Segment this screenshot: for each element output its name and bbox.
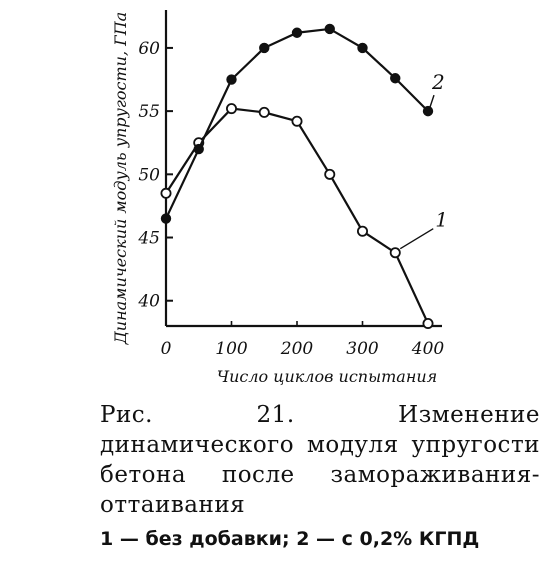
caption-legend: 1 — без добавки; 2 — с 0,2% КГПД [100, 528, 480, 550]
y-tick-label: 45 [137, 229, 160, 249]
series-1-point [258, 106, 270, 118]
x-tick-label: 400 [411, 339, 445, 359]
series-1-leader [399, 228, 434, 250]
y-tick-label: 50 [138, 165, 160, 185]
series-2-point [390, 73, 401, 84]
y-tick-label: 60 [138, 39, 160, 59]
y-tick-label: 40 [137, 292, 160, 312]
series-1-point [291, 115, 303, 127]
series-2-label: 2 [431, 70, 445, 94]
series-2-point [357, 42, 368, 54]
series-2-point [226, 74, 237, 85]
axes [164, 10, 442, 328]
series-2: 2 [160, 23, 445, 224]
series-1-point [356, 225, 368, 237]
series-layer: 12 [160, 23, 448, 329]
x-tick-label: 100 [215, 339, 248, 359]
figure-caption: Рис. 21. Изменение динамического модуля … [100, 400, 540, 552]
series-2-point [259, 42, 270, 54]
y-tick-labels: 40 45 50 55 60 [137, 39, 173, 312]
series-2-point [422, 105, 434, 117]
series-1-point [225, 103, 237, 115]
x-tick-label: 300 [346, 339, 379, 359]
series-2-point [160, 213, 172, 224]
series-1-point [160, 187, 172, 199]
x-axis-title: Число циклов испытания [217, 367, 438, 386]
series-2-leader [429, 94, 435, 108]
caption-title: Рис. 21. Изменение динамического модуля … [100, 402, 540, 518]
series-2-point [324, 23, 335, 35]
y-axis-title: Динамический модуль упругости, ГПа [111, 12, 130, 345]
x-tick-labels: 0 100 200 300 400 [161, 321, 445, 359]
series-1-point [324, 168, 336, 180]
y-tick-label: 55 [138, 102, 160, 122]
series-1-line [165, 107, 429, 324]
series-2-point [291, 27, 303, 38]
x-tick-label: 0 [161, 339, 172, 359]
series-1-point [422, 317, 434, 329]
series-2-point [193, 143, 204, 155]
series-1-point [389, 247, 401, 259]
x-tick-label: 200 [280, 339, 314, 359]
series-1-label: 1 [435, 208, 448, 232]
